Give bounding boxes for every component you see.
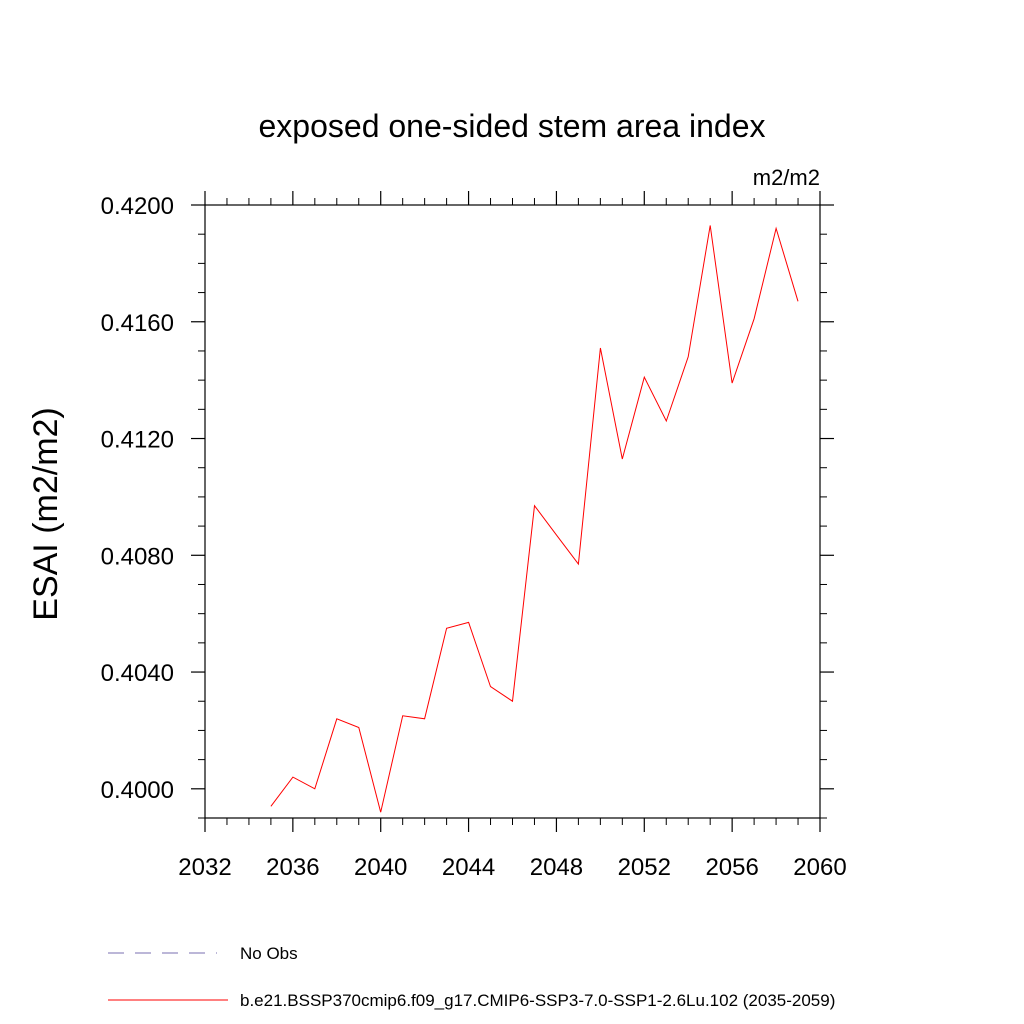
y-axis-title: ESAI (m2/m2) xyxy=(27,407,65,620)
y-tick-label: 0.4160 xyxy=(101,310,174,337)
x-tick-labels: 2032 2036 2040 2044 2048 2052 2056 2060 xyxy=(178,854,846,881)
x-tick-label: 2032 xyxy=(178,854,231,881)
minor-ticks xyxy=(198,198,827,825)
x-tick-label: 2048 xyxy=(530,854,583,881)
x-tick-label: 2040 xyxy=(354,854,407,881)
series-line xyxy=(270,225,799,813)
chart-title: exposed one-sided stem area index xyxy=(259,108,766,144)
y-tick-label: 0.4080 xyxy=(101,543,174,570)
y-tick-label: 0.4000 xyxy=(101,777,174,804)
plot-frame xyxy=(204,204,821,819)
x-tick-label: 2056 xyxy=(705,854,758,881)
x-tick-label: 2052 xyxy=(618,854,671,881)
series-layer xyxy=(270,225,799,813)
y-tick-label: 0.4120 xyxy=(101,427,174,454)
legend-no-obs-label: No Obs xyxy=(240,944,298,963)
units-label: m2/m2 xyxy=(753,165,820,190)
legend: No Obs b.e21.BSSP370cmip6.f09_g17.CMIP6-… xyxy=(108,944,835,1010)
x-tick-label: 2036 xyxy=(266,854,319,881)
major-ticks xyxy=(191,191,834,832)
legend-series-label: b.e21.BSSP370cmip6.f09_g17.CMIP6-SSP3-7.… xyxy=(240,991,835,1010)
y-tick-labels: 0.4000 0.4040 0.4080 0.4120 0.4160 0.4200 xyxy=(101,193,174,804)
x-tick-label: 2044 xyxy=(442,854,495,881)
y-tick-label: 0.4200 xyxy=(101,193,174,220)
x-tick-label: 2060 xyxy=(793,854,846,881)
y-tick-label: 0.4040 xyxy=(101,660,174,687)
